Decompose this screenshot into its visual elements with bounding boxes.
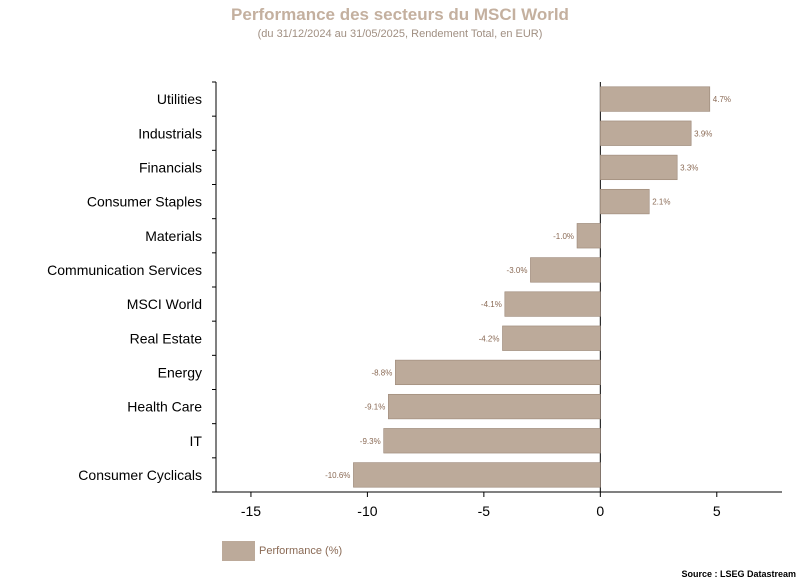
source-note: Source : LSEG Datastream [681, 569, 796, 579]
category-label: MSCI World [127, 296, 202, 312]
bar [600, 188, 650, 215]
bar [576, 223, 601, 249]
data-label: 3.3% [680, 163, 698, 172]
chart-title: Performance des secteurs du MSCI World [231, 5, 569, 24]
category-label: Real Estate [130, 330, 203, 346]
x-tick-label: 0 [596, 503, 604, 519]
bar [600, 120, 692, 146]
data-label: -10.6% [325, 471, 350, 480]
category-label: Health Care [127, 399, 202, 415]
bar [383, 428, 601, 454]
data-label: 3.9% [694, 129, 712, 138]
category-label: Financials [139, 159, 202, 175]
data-label: 4.7% [713, 95, 731, 104]
data-label: -1.0% [553, 232, 574, 241]
chart-subtitle: (du 31/12/2024 au 31/05/2025, Rendement … [257, 28, 543, 40]
data-label: -9.3% [360, 437, 381, 446]
x-tick-label: 5 [713, 503, 721, 519]
legend-swatch [222, 541, 255, 561]
category-label: Industrials [138, 125, 202, 141]
bar [600, 86, 711, 112]
category-label: IT [190, 433, 203, 449]
category-label: Materials [145, 228, 202, 244]
data-label: -3.0% [507, 266, 528, 275]
bar [502, 325, 601, 351]
category-label: Energy [158, 364, 202, 380]
category-label: Communication Services [47, 262, 202, 278]
bar [353, 462, 601, 488]
category-label: Consumer Cyclicals [78, 467, 202, 483]
category-label: Consumer Staples [87, 194, 202, 210]
category-label: Utilities [157, 91, 202, 107]
bar [388, 393, 601, 420]
legend-label: Performance (%) [259, 545, 343, 557]
bar [600, 154, 678, 181]
x-tick-label: -10 [357, 503, 377, 519]
data-label: -4.1% [481, 300, 502, 309]
x-tick-label: -5 [478, 503, 491, 519]
bar [530, 257, 601, 283]
bar [395, 359, 601, 386]
data-label: -4.2% [479, 334, 500, 343]
legend: Performance (%) [222, 541, 342, 561]
data-label: 2.1% [652, 198, 670, 207]
x-tick-label: -15 [241, 503, 261, 519]
bar [504, 291, 601, 317]
data-label: -9.1% [364, 403, 385, 412]
data-label: -8.8% [371, 368, 392, 377]
